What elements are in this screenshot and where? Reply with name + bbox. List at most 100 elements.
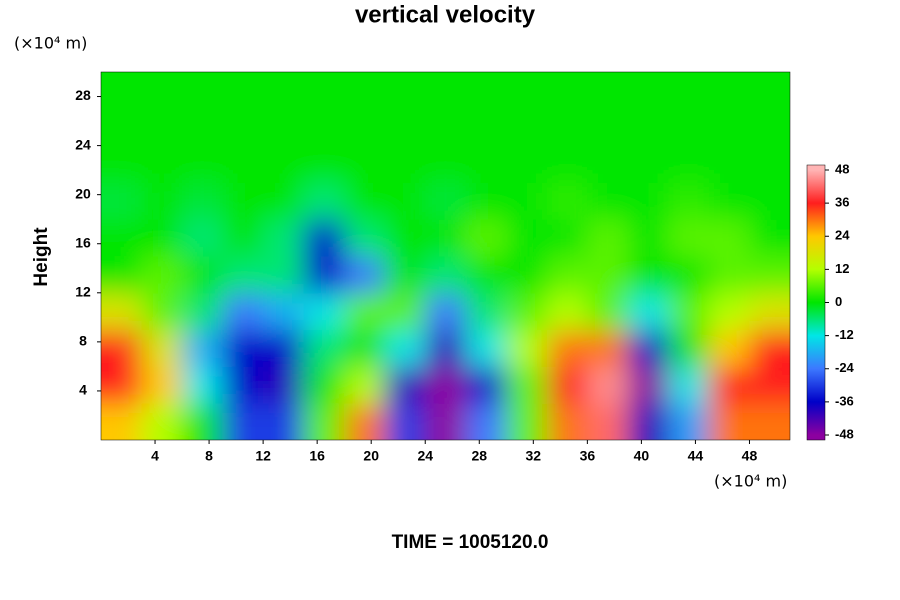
contour-cell <box>668 219 710 257</box>
contour-cell <box>222 108 264 147</box>
contour-cell <box>222 292 264 331</box>
contour-cell <box>465 292 507 331</box>
contour-cell <box>222 72 264 110</box>
contour-cell <box>465 219 507 257</box>
contour-cell <box>222 256 264 294</box>
contour-cell <box>141 182 183 220</box>
contour-cell <box>506 182 548 220</box>
contour-cell <box>465 403 507 440</box>
contour-cell <box>465 72 507 110</box>
contour-cell <box>222 366 264 404</box>
contour-cell <box>465 256 507 294</box>
contour-cell <box>668 182 710 220</box>
contour-cell <box>182 108 224 147</box>
y-tick-label: 16 <box>75 234 91 250</box>
contour-cell <box>182 403 224 440</box>
contour-cell <box>506 366 548 404</box>
contour-cell <box>425 145 467 183</box>
x-unit-label: (×10⁴ m) <box>714 472 787 491</box>
contour-cell <box>749 329 790 367</box>
contour-cell <box>587 256 629 294</box>
contour-cell <box>506 256 548 294</box>
contour-cell <box>587 108 629 147</box>
contour-cell <box>627 403 669 440</box>
x-tick-label: 32 <box>526 448 542 464</box>
contour-cell <box>141 329 183 367</box>
contour-cell <box>668 329 710 367</box>
contour-cell <box>182 292 224 331</box>
contour-cell <box>506 145 548 183</box>
contour-cell <box>708 108 750 147</box>
contour-cell <box>344 72 386 110</box>
contour-cell <box>627 72 669 110</box>
colorbar-label: 24 <box>835 228 850 243</box>
contour-cell <box>546 256 588 294</box>
contour-cell <box>587 329 629 367</box>
contour-cell <box>303 72 345 110</box>
contour-cell <box>344 256 386 294</box>
contour-cell <box>627 182 669 220</box>
colorbar-label: 36 <box>835 195 849 210</box>
contour-cell <box>506 72 548 110</box>
contour-cell <box>384 366 426 404</box>
contour-cell <box>263 108 305 147</box>
contour-cell <box>182 145 224 183</box>
contour-cell <box>627 108 669 147</box>
contour-cell <box>546 72 588 110</box>
contour-cell <box>384 182 426 220</box>
contour-cell <box>587 182 629 220</box>
contour-cell <box>506 292 548 331</box>
contour-cell <box>668 145 710 183</box>
contour-cell <box>546 403 588 440</box>
contour-cell <box>303 256 345 294</box>
y-tick-label: 28 <box>75 87 91 103</box>
contour-cell <box>101 108 143 147</box>
colorbar-label: -12 <box>835 327 854 342</box>
contour-cell <box>546 145 588 183</box>
contour-cell <box>627 145 669 183</box>
y-tick-label: 12 <box>75 284 91 300</box>
x-tick-label: 48 <box>742 448 758 464</box>
contour-cell <box>425 72 467 110</box>
contour-cell <box>101 72 143 110</box>
contour-cell <box>425 292 467 331</box>
contour-cell <box>101 292 143 331</box>
contour-cell <box>101 145 143 183</box>
contour-cell <box>668 292 710 331</box>
contour-cell <box>749 219 790 257</box>
contour-cell <box>627 256 669 294</box>
contour-cell <box>384 292 426 331</box>
contour-cell <box>141 108 183 147</box>
x-tick-label: 20 <box>363 448 379 464</box>
contour-cell <box>465 329 507 367</box>
y-tick-label: 24 <box>75 136 91 152</box>
x-tick-label: 16 <box>309 448 325 464</box>
x-tick-label: 12 <box>255 448 271 464</box>
contour-cell <box>587 145 629 183</box>
contour-cell <box>263 256 305 294</box>
contour-cell <box>668 256 710 294</box>
contour-cell <box>344 219 386 257</box>
contour-cell <box>263 403 305 440</box>
contour-cell <box>546 329 588 367</box>
contour-cell <box>182 182 224 220</box>
contour-cell <box>425 182 467 220</box>
x-tick-label: 4 <box>151 448 159 464</box>
contour-cell <box>303 182 345 220</box>
contour-cell <box>546 108 588 147</box>
contour-cell <box>222 329 264 367</box>
contour-cell <box>749 72 790 110</box>
x-tick-label: 40 <box>634 448 650 464</box>
contour-cell <box>425 329 467 367</box>
contour-cell <box>465 108 507 147</box>
contour-cell <box>101 403 143 440</box>
contour-cell <box>587 403 629 440</box>
contour-cell <box>749 403 790 440</box>
contour-cell <box>344 108 386 147</box>
contour-cell <box>141 292 183 331</box>
contour-cell <box>749 366 790 404</box>
contour-cell <box>344 329 386 367</box>
contour-cell <box>708 329 750 367</box>
contour-cell <box>101 256 143 294</box>
